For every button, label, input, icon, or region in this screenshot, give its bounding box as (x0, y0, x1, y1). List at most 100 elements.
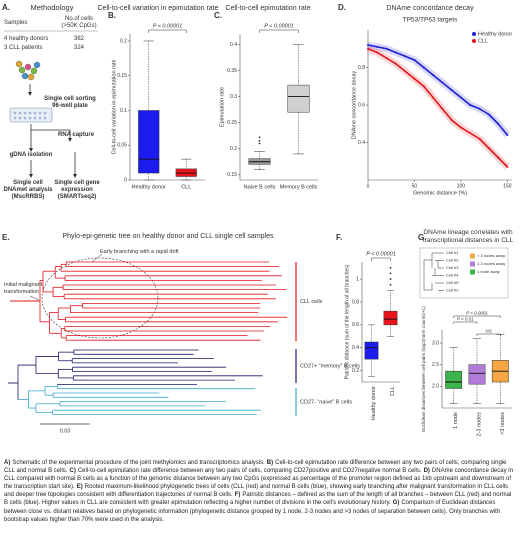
group-label: CD27+ “memory” B cells (300, 363, 360, 369)
box (383, 310, 398, 326)
cell-label: Cell #5 (446, 280, 459, 285)
point (394, 51, 397, 54)
x-tick-label: CLL (181, 184, 191, 190)
outlier (389, 266, 392, 269)
y-tick-label: 0.2 (230, 146, 237, 152)
legend-marker (472, 39, 476, 43)
point (497, 122, 500, 125)
step-label: Single cell DNAmet analysis (MscRRBS) (3, 180, 53, 200)
panel-letter: B. (108, 11, 116, 20)
caption-text: DNAme concordance decay in CLL compared … (4, 468, 513, 491)
point (404, 55, 407, 58)
panel-title: DNAme concordance decay (386, 5, 474, 12)
legend-marker (472, 32, 476, 36)
x-tick-label: 2-3 nodes (476, 412, 482, 437)
y-tick-label: 0.4 (230, 42, 237, 48)
cell-label: Cell #3 (446, 265, 459, 270)
point (376, 45, 379, 48)
cell-label: Cell #4 (446, 273, 459, 278)
panel-title: DNAme lineage correlates with transcript… (422, 229, 514, 244)
p-bracket (371, 257, 391, 261)
y-axis-label: Cell-to-cell variation in epimutation ra… (111, 59, 117, 154)
y-axis-label: Euclidean distances between cell pairs (… (421, 306, 426, 432)
y-tick-label: 0.05 (117, 143, 127, 149)
x-tick-label: CLL (390, 386, 396, 396)
caption-label: E) (76, 484, 83, 491)
caption-text: Rooted maximum-likelihood phylogenetic t… (4, 484, 509, 499)
step-label: Single cell sorting 96-well plate (44, 96, 96, 109)
mini-tree-edges (423, 253, 439, 291)
point (404, 70, 407, 73)
caption-text: Patristic distances – defined as the sum… (4, 492, 512, 507)
point (394, 62, 397, 65)
caption-text: Schematic of the experimental procedure … (12, 460, 265, 466)
panel-letter: F. (336, 233, 342, 242)
panel-letter: C. (214, 11, 222, 20)
series-line (367, 48, 508, 168)
panel-title: Cell-to-cell epimutation rate (225, 5, 310, 12)
box (445, 370, 463, 389)
annotation: Initial malignant transformation (4, 282, 43, 295)
p-value: P < 0.00001 (264, 23, 294, 29)
y-tick-label: 0.4 (358, 140, 365, 146)
outlier (389, 272, 392, 275)
box (364, 341, 379, 360)
caption-label: A) (4, 460, 11, 466)
p-bracket (476, 333, 501, 336)
panel-subtitle: TP53/TP63 targets (403, 17, 458, 24)
x-tick-label: 150 (503, 183, 512, 189)
x-tick-label: 100 (457, 183, 466, 189)
series-band (366, 45, 510, 170)
y-tick-label: 0.3 (230, 94, 237, 100)
box (468, 364, 486, 385)
caption-label: D) (423, 468, 430, 475)
step-label: Single cell gene expression (SMARTseq2) (54, 180, 100, 200)
legend-label: CLL (478, 38, 488, 44)
point (487, 147, 490, 150)
point (367, 47, 369, 50)
point (478, 107, 481, 110)
p-value: P < 0.0001 (466, 311, 488, 316)
caption-label: B) (266, 460, 274, 466)
plate-wells (13, 111, 47, 120)
p-value: P < 0.00001 (366, 251, 396, 257)
p-bracket (148, 29, 187, 33)
point (441, 107, 444, 110)
outlier (258, 142, 261, 145)
legend-swatch (470, 261, 475, 267)
methodology-graphics (4, 30, 98, 178)
point (422, 85, 425, 88)
table-header: Samples (4, 20, 28, 26)
panel-letter: E. (2, 233, 10, 242)
cell-label: Cell #1 (446, 250, 459, 255)
point (385, 47, 388, 50)
legend-label: 2-3 nodes away (477, 261, 505, 266)
y-axis-label: DNAme concordance decay (351, 71, 357, 140)
cell-label: Cell #n (446, 288, 458, 293)
y-tick-label: 0 (124, 177, 127, 183)
caption-text: Cell-to-cell epimutation rate difference… (4, 460, 507, 475)
p-value: P < 0.00001 (153, 23, 183, 29)
y-tick-label: 0.35 (227, 68, 237, 74)
point (441, 81, 444, 84)
point (450, 89, 453, 91)
table-cell: 4 healthy donors (4, 36, 49, 42)
panel-letter: G. (418, 233, 426, 242)
scale-label: 0.03 (60, 428, 71, 434)
point (487, 113, 490, 116)
y-tick-label: 0.8 (358, 65, 365, 71)
cell-label: Cell #2 (446, 258, 459, 263)
y-tick-label: 0.8 (352, 299, 359, 305)
table-cell: 382 (73, 36, 84, 42)
box (138, 110, 160, 174)
panel-letter: D. (338, 3, 346, 12)
p-bracket (453, 321, 478, 324)
annotation: Early branching with a rapid drift (100, 249, 179, 255)
cell-cluster (15, 60, 41, 81)
x-tick-label: Memory B cells (280, 184, 318, 190)
y-tick-label: 0.6 (352, 322, 359, 328)
step-label: RNA capture (57, 132, 95, 138)
x-tick-label: Healthy donor (371, 386, 377, 420)
point (459, 96, 462, 99)
